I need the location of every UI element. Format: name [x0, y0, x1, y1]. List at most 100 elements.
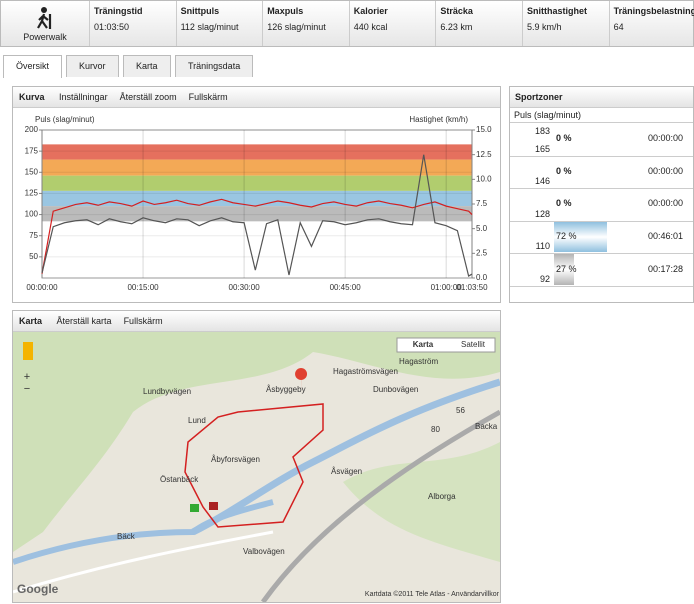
place: Bäck — [117, 532, 136, 541]
zone-band — [42, 190, 472, 207]
svg-text:+: + — [24, 371, 30, 383]
map-type[interactable]: Satellit — [461, 340, 486, 349]
stat: Träningstid 01:03:50 — [89, 1, 176, 46]
place: Hagaström — [399, 357, 438, 366]
chart-toolbar: Kurva Inställningar Återställ zoom Fullskä… — [13, 87, 500, 108]
y-tick-label: 100 — [25, 210, 39, 219]
zone-bound: 183 — [534, 126, 550, 136]
map: Karta Satellit +− Hagaström Hagaströmsvä… — [12, 332, 502, 604]
x-tick-label: 00:45:00 — [330, 283, 362, 292]
y2-tick-label: 0.0 — [476, 273, 488, 282]
tab[interactable]: Översikt — [3, 55, 63, 78]
tab[interactable]: Träningsdata — [175, 55, 254, 77]
activity-icon — [37, 7, 52, 29]
series-line — [41, 198, 473, 274]
tool[interactable]: Återställ karta — [56, 316, 112, 326]
header: Powerwalk Träningstid 01:03:50 Snittpuls 11… — [0, 0, 694, 47]
place: Alborga — [428, 492, 456, 501]
zone-bound: 165 — [534, 143, 550, 154]
zone-row: 128 0 % 00:00:00 — [510, 188, 693, 222]
zone-percent: 27 % — [556, 263, 577, 274]
zone-percent: 72 % — [556, 231, 577, 242]
zone-row: 165 0 % 00:00:00 — [510, 123, 693, 157]
panel-title: Karta — [19, 316, 43, 326]
x-tick-label: 01:00:00 — [431, 283, 463, 292]
stat-label: Snitthastighet — [527, 6, 587, 16]
stat: Träningsbelastning 64 — [608, 1, 694, 46]
place: Östanbäck — [160, 475, 199, 484]
place: Lundbyvägen — [143, 387, 191, 396]
zone-band — [42, 159, 472, 176]
place: Valbovägen — [243, 547, 285, 556]
x-tick-label: 00:30:00 — [229, 283, 261, 292]
y2-tick-label: 7.5 — [476, 199, 488, 208]
stat-value: 64 — [613, 22, 624, 32]
zone-percent: 0 % — [556, 133, 572, 144]
zone-percent: 0 % — [556, 198, 572, 209]
y2-tick-label: 10.0 — [476, 174, 492, 183]
stat-label: Kalorier — [353, 6, 388, 16]
y2-tick-label: 2.5 — [476, 248, 488, 257]
zone-time: 00:46:01 — [647, 231, 683, 242]
y-tick-label: 125 — [25, 189, 39, 198]
zone-percent: 0 % — [556, 165, 572, 176]
map-copyright[interactable]: Kartdata ©2011 Tele Atlas - Användarvill… — [365, 590, 500, 598]
stat-value: 5.9 km/h — [527, 22, 562, 32]
tool[interactable]: Inställningar — [59, 92, 108, 102]
activity-name: Powerwalk — [23, 32, 67, 42]
zone-band — [42, 175, 472, 191]
panel-title: Kurva — [19, 92, 45, 102]
y-tick-label: 200 — [25, 125, 39, 134]
zone-bound: 128 — [534, 208, 550, 219]
zone-band — [42, 206, 472, 222]
axis-title: Hastighet (km/h) — [409, 115, 468, 124]
place: Dunbovägen — [373, 385, 418, 394]
tool[interactable]: Fullskärm — [123, 316, 163, 326]
zone-time: 00:00:00 — [647, 198, 683, 209]
stat-value: 126 slag/minut — [267, 22, 326, 32]
place: Åbyforsvägen — [211, 455, 260, 464]
zones-title: Sportzoner — [510, 87, 693, 108]
tool[interactable]: Fullskärm — [188, 92, 228, 102]
y2-tick-label: 5.0 — [476, 224, 488, 233]
zone-bound: 110 — [535, 241, 550, 252]
zone-bar — [554, 221, 608, 253]
map-toolbar: Karta Återställ karta Fullskärm — [13, 311, 500, 332]
stat-label: Maxpuls — [267, 6, 304, 16]
map-type[interactable]: Karta — [413, 340, 434, 349]
y-tick-label: 75 — [29, 231, 38, 240]
stat-label: Träningstid — [94, 6, 143, 16]
stat: Maxpuls 126 slag/minut — [262, 1, 349, 46]
y-tick-label: 150 — [25, 167, 39, 176]
zone-time: 00:17:28 — [647, 263, 683, 274]
axis-title: Puls (slag/minut) — [35, 115, 95, 124]
stat: Snitthastighet 5.9 km/h — [522, 1, 609, 46]
stat: Kalorier 440 kcal — [348, 1, 436, 46]
chart: Puls (slag/minut) Hastighet (km/h) 50 75 100… — [25, 115, 492, 292]
zone-row: 146 0 % 00:00:00 — [510, 156, 693, 190]
stat-value: 440 kcal — [353, 22, 388, 32]
x-tick-label: 00:15:00 — [127, 283, 159, 292]
place: Åsvägen — [331, 467, 362, 476]
place: Hagaströmsvägen — [333, 367, 398, 376]
zones-unit: Puls (slag/minut) — [510, 108, 693, 123]
tab[interactable]: Karta — [123, 55, 171, 77]
stat-label: Snittpuls — [180, 6, 220, 16]
zones-panel: Sportzoner Puls (slag/minut) 183 165 0 % 00… — [509, 86, 694, 303]
x-tick-label: 00:00:00 — [26, 283, 58, 292]
place: Lund — [188, 416, 206, 425]
zone-bound: 146 — [534, 176, 550, 187]
place: Åsbyggeby — [266, 385, 306, 394]
zone-time: 00:00:00 — [647, 165, 683, 176]
y-tick-label: 50 — [29, 252, 38, 261]
stat-label: Sträcka — [440, 6, 473, 16]
svg-text:−: − — [24, 383, 30, 395]
stat-value: 01:03:50 — [94, 22, 130, 32]
stat: Sträcka 6.23 km — [435, 1, 522, 46]
zone-bound: 92 — [539, 273, 550, 284]
tab[interactable]: Kurvor — [66, 55, 119, 77]
tool[interactable]: Återställ zoom — [119, 92, 177, 102]
road-number: 56 — [456, 406, 465, 415]
stat-value: 112 slag/minut — [180, 22, 239, 32]
